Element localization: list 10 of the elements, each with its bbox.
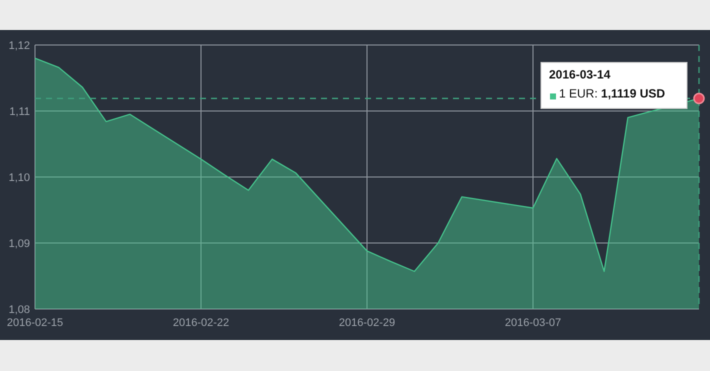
- y-tick-label: 1,10: [8, 172, 30, 184]
- y-tick-label: 1,12: [8, 40, 30, 52]
- y-tick-label: 1,09: [8, 238, 30, 250]
- x-tick-label: 2016-02-29: [338, 317, 396, 329]
- x-tick-label: 2016-02-15: [6, 317, 64, 329]
- y-tick-label: 1,11: [9, 106, 30, 118]
- annotation: 2016-03-14 1 EUR: 1,1119 USD: [549, 67, 666, 100]
- x-tick-label: 2016-03-07: [504, 317, 562, 329]
- x-tick-label: 2016-02-22: [172, 317, 230, 329]
- y-tick-label: 1,08: [8, 304, 30, 316]
